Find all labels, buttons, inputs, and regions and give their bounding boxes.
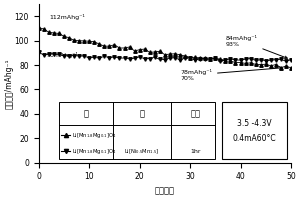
Text: Li[Mn$_{1.8}$Mg$_{0.1}$]O$_4$: Li[Mn$_{1.8}$Mg$_{0.1}$]O$_4$ [72,147,117,156]
Text: 壳: 壳 [140,109,145,118]
Text: 芯: 芯 [83,109,88,118]
Text: Li[Ni$_{0.5}$Mn$_{1.5}$]: Li[Ni$_{0.5}$Mn$_{1.5}$] [124,147,160,156]
Text: 84mAhg⁻¹
93%: 84mAhg⁻¹ 93% [225,35,287,59]
Text: 112mAhg⁻¹: 112mAhg⁻¹ [49,14,85,20]
Text: 78mAhg⁻¹
70%: 78mAhg⁻¹ 70% [180,67,282,81]
Text: 1hr: 1hr [190,149,200,154]
Text: 90mAhg⁻¹: 90mAhg⁻¹ [46,52,78,58]
Text: 3.5 -4.3V
0.4mA60°C: 3.5 -4.3V 0.4mA60°C [232,119,276,143]
Y-axis label: 放电容量/mAhg⁻¹: 放电容量/mAhg⁻¹ [4,58,13,109]
Bar [222,102,287,159]
Text: Li[Mn$_{1.8}$Mg$_{0.1}$]O$_4$: Li[Mn$_{1.8}$Mg$_{0.1}$]O$_4$ [72,131,117,140]
Bar [59,102,215,159]
Text: 时间: 时间 [190,109,200,118]
X-axis label: 循环次数: 循环次数 [155,187,175,196]
